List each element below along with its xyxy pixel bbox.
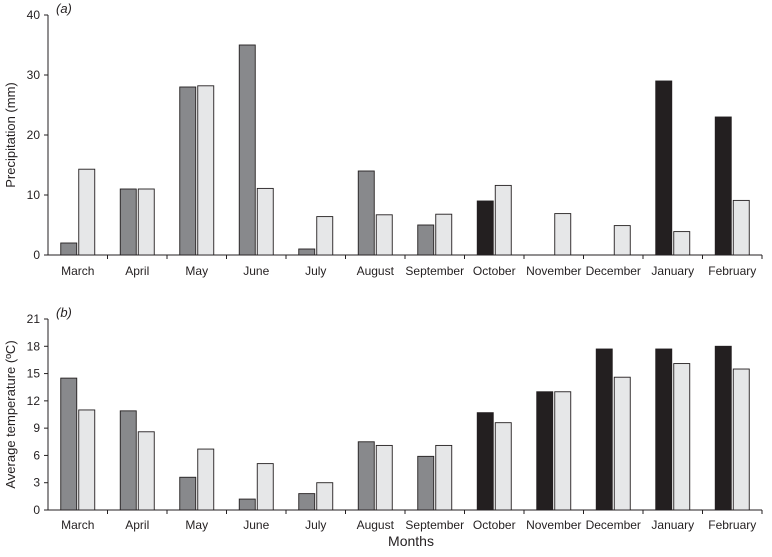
- panel-a-y-axis-label: Precipitation (mm): [3, 82, 18, 187]
- panel-b-bar-series2: [613, 376, 631, 511]
- panel-b-temperature: 0 3 6 9 12 15 18 21 March April May June July August S…: [3, 305, 763, 532]
- panel-b-bar-series2: [494, 422, 512, 511]
- panel-a-y-tick-label: 40: [27, 8, 41, 22]
- panel-a-category-label: January: [651, 264, 694, 278]
- panel-b-bar-series1: [417, 455, 435, 511]
- panel-b-category-label: November: [526, 518, 581, 532]
- panel-b-y-tick-label: 12: [27, 394, 41, 408]
- panel-b-bar-series2: [554, 391, 572, 511]
- panel-a-category-label: October: [473, 264, 516, 278]
- panel-a-bar-series2: [554, 213, 572, 256]
- panel-b-y-tick-label: 21: [27, 312, 41, 326]
- panel-a-bar-series1: [476, 200, 494, 256]
- panel-a-category-label: February: [708, 264, 756, 278]
- panel-a-category-label: May: [185, 264, 208, 278]
- panel-b-category-label: February: [708, 518, 756, 532]
- x-axis-label: Months: [388, 533, 434, 549]
- panel-b-bar-series2: [732, 368, 750, 511]
- panel-b-y-tick-label: 0: [33, 503, 40, 517]
- panel-b-y-axis-label: Average temperature (ºC): [3, 340, 18, 488]
- panel-a-bar-series2: [673, 231, 691, 256]
- panel-b-bar-series1: [119, 410, 137, 511]
- panel-b-bar-series1: [357, 441, 375, 511]
- panel-b-category-label: April: [125, 518, 149, 532]
- panel-a-bar-series2: [316, 216, 334, 256]
- panel-a-y-tick-label: 10: [27, 188, 41, 202]
- panel-b-bar-series1: [714, 345, 732, 511]
- panel-b-bar-series1: [60, 377, 78, 511]
- panel-b-bar-series2: [137, 431, 155, 511]
- panel-b-category-label: May: [185, 518, 208, 532]
- panel-a-category-label: August: [357, 264, 395, 278]
- panel-a-category-label: April: [125, 264, 149, 278]
- panel-b-category-label: September: [405, 518, 464, 532]
- panel-a-y-tick-label: 20: [27, 128, 41, 142]
- panel-b-bar-series2: [435, 444, 453, 511]
- panel-a-bar-series2: [732, 199, 750, 256]
- panel-a-label: (a): [56, 1, 72, 16]
- panel-b-bar-series2: [78, 409, 96, 511]
- panel-a-category-label: December: [586, 264, 641, 278]
- panel-b-bar-series1: [238, 498, 256, 511]
- panel-b-bar-series1: [179, 476, 197, 511]
- panel-a-bar-series1: [655, 80, 673, 256]
- panel-a-bar-series1: [357, 170, 375, 256]
- panel-b-bar-series2: [256, 463, 274, 511]
- panel-b-category-label: July: [305, 518, 326, 532]
- panel-a-bar-series1: [179, 86, 197, 256]
- panel-b-bar-series1: [476, 412, 494, 511]
- panel-a-bar-series2: [256, 187, 274, 256]
- panel-a-category-label: November: [526, 264, 581, 278]
- panel-b-category-label: January: [651, 518, 694, 532]
- panel-b-label: (b): [56, 305, 72, 320]
- panel-a-y-tick-label: 0: [33, 248, 40, 262]
- panel-b-y-tick-label: 6: [33, 448, 40, 462]
- panel-a-category-label: June: [243, 264, 269, 278]
- panel-a-bar-series2: [137, 188, 155, 256]
- panel-b-category-label: December: [586, 518, 641, 532]
- panel-a-bar-series1: [298, 248, 316, 256]
- panel-a-bar-series2: [494, 184, 512, 256]
- panel-b-bar-series1: [655, 348, 673, 511]
- panel-a-bar-series1: [714, 116, 732, 256]
- panel-a-bar-series2: [197, 85, 215, 256]
- panel-a-bar-series1: [238, 44, 256, 256]
- panel-b-category-label: March: [61, 518, 94, 532]
- panel-a-bar-series1: [119, 188, 137, 256]
- panel-b-y-tick-label: 18: [27, 339, 41, 353]
- panel-a-precipitation: 0 10 20 30 40 March April May June July August Sept…: [3, 1, 763, 278]
- panel-b-bar-series1: [536, 391, 554, 511]
- panel-b-category-label: October: [473, 518, 516, 532]
- panel-b-y-tick-label: 3: [33, 476, 40, 490]
- panel-a-bar-series2: [435, 213, 453, 256]
- panel-b-bar-series2: [375, 444, 393, 511]
- panel-b-bar-series2: [197, 448, 215, 511]
- panel-b-bar-series1: [595, 348, 613, 511]
- panel-b-bar-series2: [673, 363, 691, 511]
- panel-a-category-label: July: [305, 264, 326, 278]
- panel-a-category-label: March: [61, 264, 94, 278]
- panel-b-y-tick-label: 9: [33, 421, 40, 435]
- panel-a-bar-series1: [417, 224, 435, 256]
- panel-a-bar-series1: [60, 242, 78, 256]
- panel-b-bar-series2: [316, 482, 334, 511]
- panel-a-bar-series2: [78, 168, 96, 256]
- panel-b-category-label: August: [357, 518, 395, 532]
- panel-a-bar-series2: [375, 214, 393, 256]
- panel-a-y-tick-label: 30: [27, 68, 41, 82]
- panel-a-category-label: September: [405, 264, 464, 278]
- panel-b-bar-series1: [298, 493, 316, 511]
- panel-b-y-tick-label: 15: [27, 367, 41, 381]
- panel-b-category-label: June: [243, 518, 269, 532]
- panel-a-bar-series2: [613, 225, 631, 256]
